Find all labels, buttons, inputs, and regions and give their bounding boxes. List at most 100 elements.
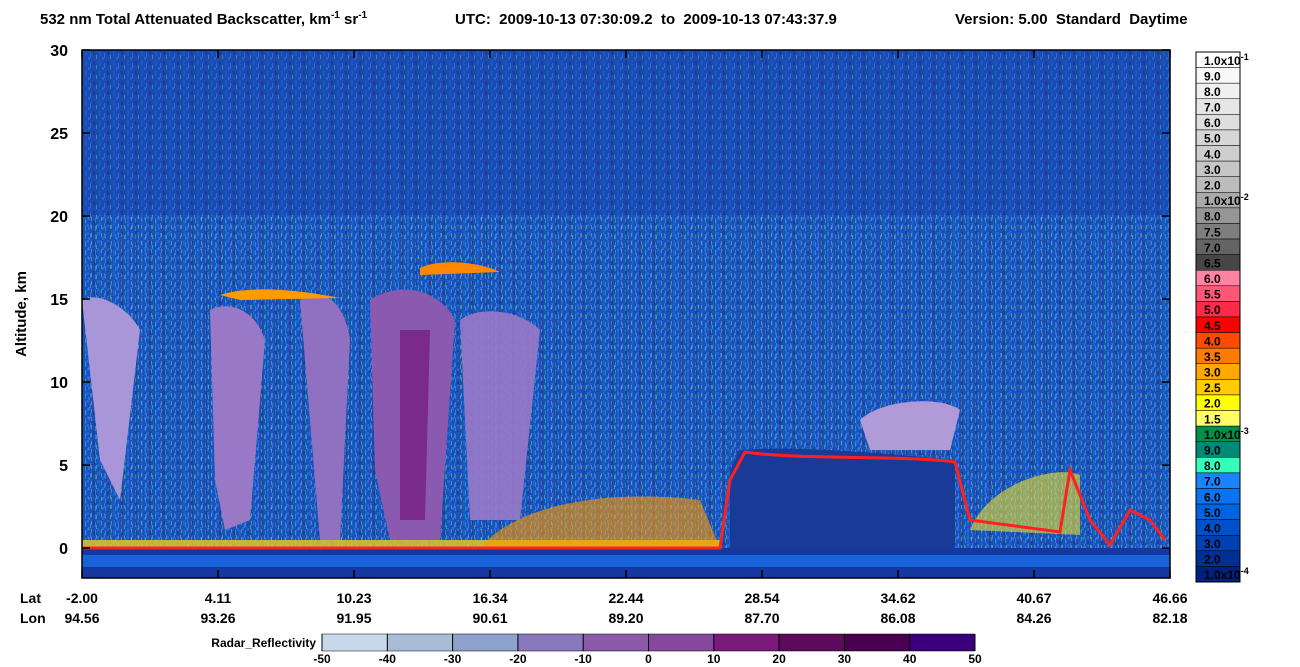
colorbar-label-sup: -1 [1241, 52, 1249, 62]
y-tick-label: 15 [50, 292, 68, 309]
title-sup: -1 [331, 10, 340, 21]
colorbar-label: 4.0 [1204, 334, 1221, 348]
colorbar-label: 2.0 [1204, 397, 1221, 411]
colorbar-label: 2.5 [1204, 381, 1221, 395]
radar-swatch [452, 633, 519, 652]
colorbar-label: 1.0x10-3 [1204, 426, 1249, 442]
radar-tick-label: 40 [903, 652, 917, 666]
colorbar-label-text: 3.0 [1204, 366, 1221, 380]
x-tick-label: -2.00 [66, 590, 98, 606]
radar-swatch [909, 633, 976, 652]
radar-swatch [713, 633, 780, 652]
x-tick-label: 34.62 [880, 590, 915, 606]
x-row-name: Lat [20, 590, 41, 606]
y-tick-label: 5 [59, 458, 68, 475]
backscatter-image [82, 50, 1170, 578]
time-range: UTC: 2009-10-13 07:30:09.2 to 2009-10-13… [455, 11, 837, 28]
colorbar-label-text: 1.0x10 [1204, 428, 1241, 442]
x-row-name: Lon [20, 610, 46, 626]
colorbar-label-text: 4.0 [1204, 147, 1221, 161]
colorbar-label: 7.0 [1204, 241, 1221, 255]
colorbar-label-text: 1.0x10 [1204, 54, 1241, 68]
colorbar-label-text: 6.5 [1204, 256, 1221, 270]
colorbar-label: 8.0 [1204, 459, 1221, 473]
radar-tick-label: 30 [838, 652, 852, 666]
colorbar-label-text: 8.0 [1204, 85, 1221, 99]
title-text: 532 nm Total Attenuated Backscatter, km [40, 11, 331, 28]
colorbar-label-text: 3.0 [1204, 537, 1221, 551]
colorbar-label-text: 8.0 [1204, 210, 1221, 224]
radar-tick-label: -10 [575, 652, 593, 666]
colorbar-label: 4.0 [1204, 521, 1221, 535]
colorbar-label-text: 6.0 [1204, 490, 1221, 504]
colorbar-label: 8.0 [1204, 210, 1221, 224]
colorbar-label-text: 2.5 [1204, 381, 1221, 395]
colorbar-label-text: 3.5 [1204, 350, 1221, 364]
colorbar-label: 3.0 [1204, 537, 1221, 551]
title-text: sr [340, 11, 359, 28]
x-tick-label: 91.95 [336, 610, 371, 626]
colorbar-label-text: 8.0 [1204, 459, 1221, 473]
radar-title: Radar_Reflectivity [211, 636, 316, 650]
x-tick-label: 82.18 [1152, 610, 1187, 626]
y-tick-label: 25 [50, 126, 68, 143]
x-tick-label: 46.66 [1152, 590, 1187, 606]
colorbar-label-text: 5.0 [1204, 132, 1221, 146]
y-tick-label: 0 [59, 541, 68, 558]
x-tick-label: 4.11 [205, 590, 232, 606]
colorbar-label: 5.0 [1204, 132, 1221, 146]
colorbar-label: 7.5 [1204, 225, 1221, 239]
y-tick-label: 20 [50, 209, 68, 226]
colorbar-label: 3.0 [1204, 366, 1221, 380]
colorbar-label-sup: -3 [1241, 426, 1249, 436]
colorbar-label-text: 9.0 [1204, 69, 1221, 83]
radar-tick-label: -50 [313, 652, 331, 666]
colorbar-label-text: 1.5 [1204, 412, 1221, 426]
x-tick-label: 90.61 [472, 610, 507, 626]
colorbar-label-text: 5.0 [1204, 506, 1221, 520]
colorbar-label-text: 2.0 [1204, 553, 1221, 567]
colorbar-label: 2.0 [1204, 179, 1221, 193]
colorbar-label: 6.5 [1204, 256, 1221, 270]
x-tick-label: 22.44 [608, 590, 643, 606]
title-sup: -1 [358, 10, 367, 21]
colorbar-label-text: 4.5 [1204, 319, 1221, 333]
radar-tick-label: 10 [707, 652, 721, 666]
colorbar-label-text: 2.0 [1204, 179, 1221, 193]
y-tick-label: 10 [50, 375, 68, 392]
x-tick-label: 10.23 [336, 590, 371, 606]
colorbar-label-text: 7.5 [1204, 225, 1221, 239]
x-tick-label: 84.26 [1016, 610, 1051, 626]
colorbar-label: 6.0 [1204, 490, 1221, 504]
colorbar-label-text: 4.0 [1204, 334, 1221, 348]
colorbar-label-text: 7.0 [1204, 475, 1221, 489]
colorbar-label: 3.5 [1204, 350, 1221, 364]
radar-swatch [387, 633, 453, 652]
radar-tick-label: 20 [772, 652, 786, 666]
radar-tick-label: -20 [509, 652, 527, 666]
colorbar-label-text: 1.0x10 [1204, 568, 1241, 582]
colorbar-label-text: 7.0 [1204, 241, 1221, 255]
colorbar-label: 9.0 [1204, 69, 1221, 83]
chart-title: 532 nm Total Attenuated Backscatter, km-… [40, 10, 368, 28]
colorbar-label: 5.5 [1204, 288, 1221, 302]
colorbar-label: 5.0 [1204, 303, 1221, 317]
colorbar-label-sup: -2 [1241, 192, 1249, 202]
x-tick-label: 86.08 [880, 610, 915, 626]
radar-swatch [517, 633, 584, 652]
colorbar-label: 5.0 [1204, 506, 1221, 520]
colorbar-label: 3.0 [1204, 163, 1221, 177]
y-axis-label: Altitude, km [13, 271, 30, 357]
colorbar-label-text: 2.0 [1204, 397, 1221, 411]
colorbar-label-text: 6.0 [1204, 116, 1221, 130]
x-tick-label: 94.56 [64, 610, 99, 626]
colorbar-label-text: 5.0 [1204, 303, 1221, 317]
colorbar-label: 6.0 [1204, 116, 1221, 130]
colorbar-label-text: 6.0 [1204, 272, 1221, 286]
colorbar-label: 1.5 [1204, 412, 1221, 426]
y-tick-label: 30 [50, 43, 68, 60]
colorbar-label: 7.0 [1204, 475, 1221, 489]
radar-swatch [321, 633, 388, 652]
colorbar-label: 9.0 [1204, 444, 1221, 458]
radar-tick-label: -30 [444, 652, 462, 666]
